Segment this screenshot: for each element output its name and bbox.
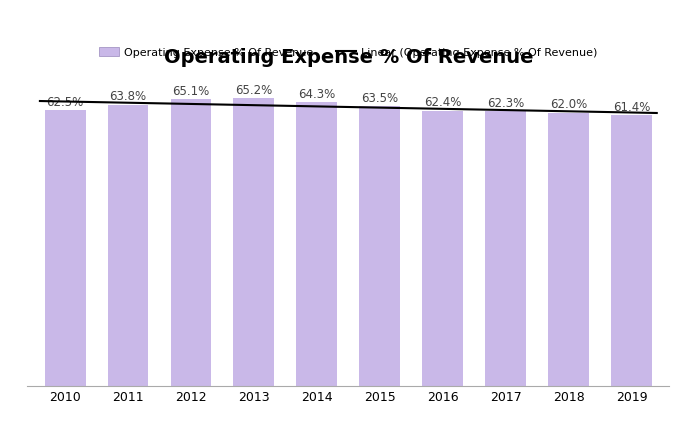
Bar <box>422 111 463 386</box>
Bar <box>611 115 652 386</box>
Legend: Operating Expense % Of Revenue, Linear (Operating Expense % Of Revenue): Operating Expense % Of Revenue, Linear (… <box>94 42 602 62</box>
Text: 62.3%: 62.3% <box>487 97 525 110</box>
Text: 63.5%: 63.5% <box>361 91 398 105</box>
Bar <box>108 105 148 386</box>
Bar <box>296 103 337 386</box>
Text: 61.4%: 61.4% <box>613 101 650 114</box>
Text: 65.1%: 65.1% <box>172 85 210 97</box>
Text: 62.0%: 62.0% <box>550 98 587 111</box>
Text: 62.5%: 62.5% <box>46 96 84 109</box>
Bar <box>234 98 275 386</box>
Bar <box>171 99 212 386</box>
Bar <box>485 111 526 386</box>
Title: Operating Expense % Of Revenue: Operating Expense % Of Revenue <box>164 48 533 67</box>
Bar <box>359 106 400 386</box>
Bar <box>44 110 85 386</box>
Text: 63.8%: 63.8% <box>109 90 147 103</box>
Text: 65.2%: 65.2% <box>235 84 273 97</box>
Bar <box>548 112 589 386</box>
Text: 64.3%: 64.3% <box>298 88 335 101</box>
Text: 62.4%: 62.4% <box>424 97 462 109</box>
